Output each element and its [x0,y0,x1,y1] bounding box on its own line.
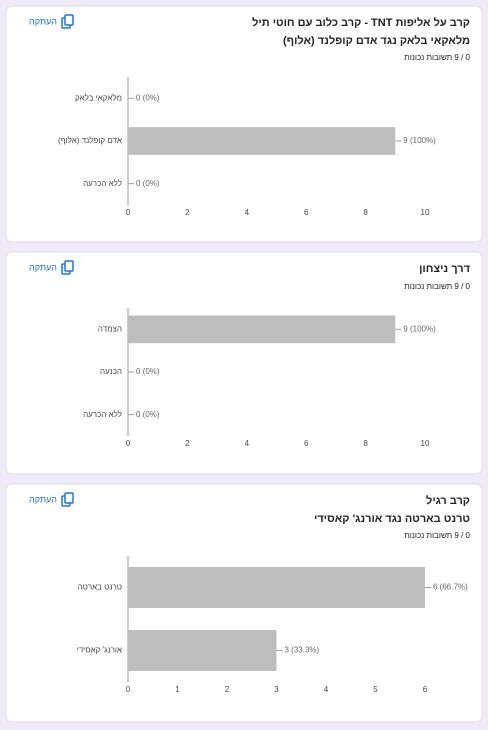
category-label: ללא הכרעה [83,410,122,419]
score: 0 / 9 תשובות נכונות [404,531,470,540]
copy-button[interactable]: העתקה [29,494,57,504]
copy-button[interactable]: העתקה [29,262,57,272]
copy-icon-front[interactable] [64,260,74,272]
value-label: 6 (66.7%) [433,583,468,592]
category-label: ללא הכרעה [83,179,122,188]
x-tick-label: 4 [245,439,250,448]
category-label: טרנט בארטה [78,583,122,592]
card [5,251,483,475]
category-label: אורנג' קאסידי [77,646,122,655]
x-tick-label: 6 [423,685,428,694]
question-subtitle: מלאקאי בלאק נגד אדם קופלנד (אלוף) [283,34,470,47]
question-subtitle: טרנט בארטה נגד אורנג' קאסידי [314,513,470,525]
question-title: קרב רגיל [426,494,470,507]
question-title: דרך ניצחון [419,263,471,275]
x-tick-label: 0 [126,685,131,694]
x-tick-label: 6 [304,439,309,448]
value-label: 3 (33.3%) [285,646,320,655]
score: 0 / 9 תשובות נכונות [404,282,470,291]
category-label: אדם קופלנד (אלוף) [58,136,122,145]
x-tick-label: 4 [245,208,250,217]
copy-icon-front[interactable] [64,14,74,26]
bar [128,630,277,671]
x-tick-label: 10 [421,439,430,448]
x-tick-label: 10 [421,208,430,217]
score: 0 / 9 תשובות נכונות [404,53,470,62]
x-tick-label: 8 [363,208,368,217]
bar [128,127,396,155]
x-tick-label: 2 [185,439,190,448]
value-label: 9 (100%) [403,136,436,145]
copy-icon-front[interactable] [64,492,74,504]
category-label: מלאקאי בלאק [75,93,122,102]
bar [128,567,425,608]
x-tick-label: 2 [225,685,230,694]
category-label: הצמדה [98,324,122,333]
bar [128,315,396,344]
value-label: 0 (0%) [136,179,160,188]
x-tick-label: 0 [126,208,131,217]
value-label: 9 (100%) [403,324,436,333]
x-tick-label: 1 [175,685,180,694]
value-label: 0 (0%) [136,367,160,376]
value-label: 0 (0%) [136,93,160,102]
category-label: הכנעה [100,367,122,376]
x-tick-label: 6 [304,208,309,217]
x-tick-label: 3 [274,685,279,694]
x-tick-label: 5 [373,685,378,694]
card [5,5,483,243]
x-tick-label: 8 [363,439,368,448]
x-tick-label: 4 [324,685,329,694]
question-title: קרב על אליפות TNT - קרב כלוב עם חוטי תיל [252,16,470,29]
x-tick-label: 0 [126,439,131,448]
copy-button[interactable]: העתקה [29,16,57,26]
x-tick-label: 2 [185,208,190,217]
value-label: 0 (0%) [136,410,160,419]
